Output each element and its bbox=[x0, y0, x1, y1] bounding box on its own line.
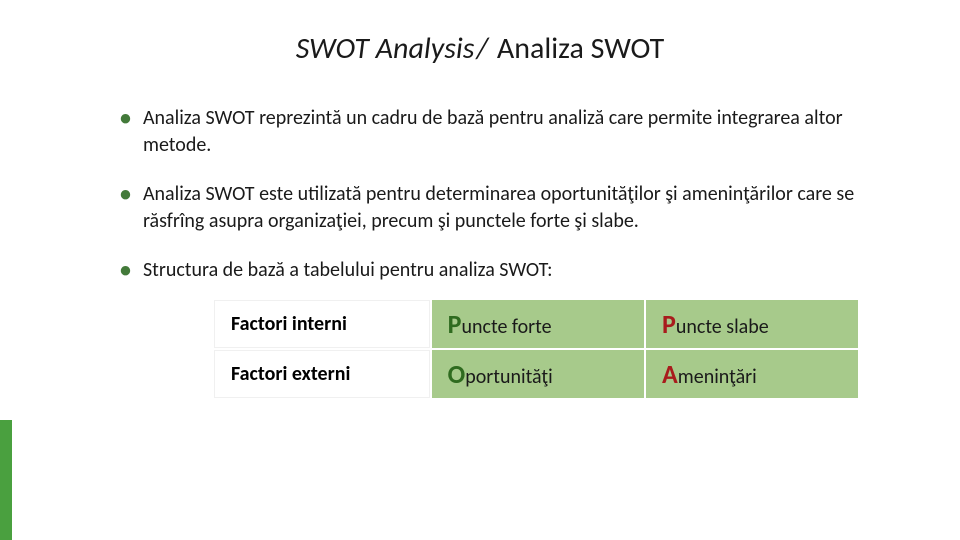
table-row: Factori externi Oportunităţi Ameninţări bbox=[214, 350, 858, 398]
slide-title: SWOT Analysis/ Analiza SWOT bbox=[0, 30, 960, 67]
title-plain: Analiza SWOT bbox=[490, 30, 664, 67]
big-letter: P bbox=[662, 308, 676, 340]
bullet-icon: • bbox=[120, 183, 131, 205]
cell-strengths: Puncte forte bbox=[432, 300, 644, 348]
bullet-text: Analiza SWOT reprezintă un cadru de bază… bbox=[143, 105, 860, 159]
bullet-item: • Structura de bază a tabelului pentru a… bbox=[120, 257, 860, 284]
big-letter: O bbox=[448, 358, 466, 390]
row-label: Factori externi bbox=[214, 350, 430, 398]
bullet-item: • Analiza SWOT este utilizată pentru det… bbox=[120, 181, 860, 235]
bullet-text: Analiza SWOT este utilizată pentru deter… bbox=[143, 181, 860, 235]
cell-rest: meninţări bbox=[678, 365, 757, 389]
big-letter: A bbox=[662, 358, 678, 390]
bullet-icon: • bbox=[120, 259, 131, 281]
table-row: Factori interni Puncte forte Puncte slab… bbox=[214, 300, 858, 348]
title-separator: / bbox=[476, 30, 488, 67]
cell-weaknesses: Puncte slabe bbox=[646, 300, 858, 348]
cell-rest: uncte slabe bbox=[676, 315, 769, 339]
cell-opportunities: Oportunităţi bbox=[432, 350, 644, 398]
cell-rest: portunităţi bbox=[465, 365, 552, 389]
row-label: Factori interni bbox=[214, 300, 430, 348]
bullet-text: Structura de bază a tabelului pentru ana… bbox=[143, 257, 552, 284]
title-italic: SWOT Analysis bbox=[296, 30, 475, 67]
swot-table: Factori interni Puncte forte Puncte slab… bbox=[212, 298, 860, 400]
big-letter: P bbox=[448, 308, 462, 340]
cell-threats: Ameninţări bbox=[646, 350, 858, 398]
accent-bar bbox=[0, 420, 12, 540]
cell-rest: uncte forte bbox=[462, 315, 552, 339]
bullet-icon: • bbox=[120, 107, 131, 129]
bullet-item: • Analiza SWOT reprezintă un cadru de ba… bbox=[120, 105, 860, 159]
content-area: • Analiza SWOT reprezintă un cadru de ba… bbox=[0, 105, 960, 400]
